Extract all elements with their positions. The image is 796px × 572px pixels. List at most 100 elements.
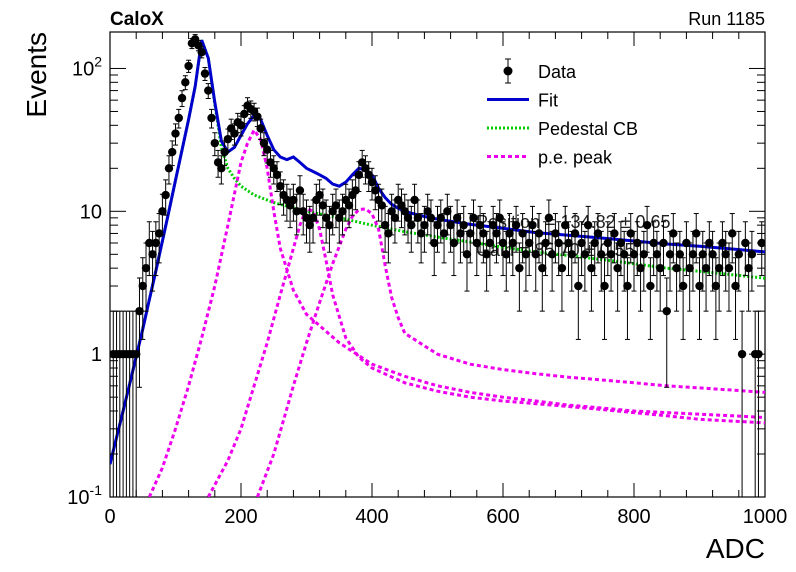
data-point bbox=[498, 221, 508, 277]
data-point bbox=[407, 205, 416, 253]
data-point bbox=[299, 193, 308, 236]
data-point bbox=[583, 205, 593, 253]
data-point bbox=[619, 230, 629, 292]
data-points-layer bbox=[110, 34, 765, 497]
data-point bbox=[426, 199, 436, 244]
data-point bbox=[174, 108, 183, 129]
data-point bbox=[295, 175, 305, 211]
data-point bbox=[705, 221, 714, 277]
y-axis-title: Events bbox=[21, 32, 52, 118]
data-point bbox=[416, 213, 426, 264]
data-point bbox=[184, 59, 193, 73]
data-point bbox=[603, 221, 612, 277]
data-point bbox=[331, 188, 341, 229]
data-point bbox=[669, 213, 678, 264]
data-point bbox=[610, 213, 619, 264]
data-point bbox=[380, 205, 390, 253]
data-point bbox=[220, 140, 229, 167]
legend-entry: Data bbox=[503, 58, 577, 84]
data-point bbox=[616, 221, 626, 277]
data-point bbox=[547, 230, 557, 292]
data-point bbox=[367, 167, 377, 201]
data-point bbox=[488, 205, 498, 253]
data-point bbox=[403, 199, 413, 244]
data-point bbox=[318, 188, 328, 229]
data-point bbox=[544, 199, 554, 244]
data-point bbox=[652, 230, 662, 292]
data-point bbox=[433, 205, 442, 253]
experiment-label: CaloX bbox=[110, 9, 164, 30]
data-point bbox=[570, 213, 580, 264]
data-point bbox=[387, 193, 396, 236]
data-point bbox=[321, 199, 331, 244]
svg-text:Fit: Fit bbox=[538, 91, 558, 111]
data-point bbox=[335, 199, 344, 244]
data-point bbox=[675, 230, 685, 292]
x-axis-title: ADC bbox=[706, 533, 765, 564]
y-axis: 10-1 1 10 102 bbox=[67, 53, 765, 509]
data-point bbox=[430, 221, 439, 277]
data-point bbox=[171, 123, 180, 146]
x-tick-label: 600 bbox=[486, 506, 519, 528]
data-point bbox=[472, 221, 481, 277]
data-point bbox=[138, 257, 147, 340]
data-point bbox=[449, 221, 459, 277]
data-point bbox=[315, 179, 324, 216]
x-tick-label: 400 bbox=[355, 506, 388, 528]
svg-text:p.e. peak: p.e. peak bbox=[538, 148, 613, 168]
data-point bbox=[659, 221, 668, 277]
data-point bbox=[168, 140, 177, 167]
data-point bbox=[302, 199, 311, 244]
x-tick-label: 200 bbox=[224, 506, 257, 528]
data-point bbox=[649, 221, 658, 277]
data-point bbox=[505, 213, 514, 264]
data-point bbox=[197, 46, 206, 59]
data-point bbox=[656, 242, 665, 312]
data-point bbox=[466, 213, 475, 264]
pe-peak-curve-1 bbox=[147, 127, 765, 497]
data-point bbox=[475, 205, 485, 253]
data-point bbox=[708, 230, 717, 292]
data-point bbox=[397, 188, 406, 229]
plot-frame bbox=[109, 31, 766, 498]
x-tick-label: 1000 bbox=[743, 506, 788, 528]
data-point bbox=[145, 221, 154, 277]
data-point bbox=[662, 277, 671, 388]
data-point bbox=[452, 199, 462, 244]
y-tick-label: 102 bbox=[72, 53, 102, 80]
data-point bbox=[325, 205, 334, 253]
data-point bbox=[606, 230, 616, 292]
data-point bbox=[574, 257, 583, 340]
data-point bbox=[151, 221, 161, 277]
x-axis: 0 200 400 600 800 1000 bbox=[104, 32, 787, 528]
data-point bbox=[181, 75, 190, 91]
fit-curve bbox=[110, 39, 765, 465]
data-point bbox=[597, 230, 606, 292]
data-point bbox=[508, 221, 518, 277]
data-point bbox=[371, 175, 380, 211]
data-point bbox=[364, 161, 373, 193]
y-tick-label: 1 bbox=[91, 344, 102, 366]
data-point bbox=[161, 179, 170, 216]
data-point bbox=[240, 105, 249, 125]
data-point bbox=[289, 183, 298, 222]
data-point bbox=[213, 149, 223, 178]
data-point bbox=[305, 205, 314, 253]
legend: Data Fit Pedestal CB p.e. peak bbox=[487, 58, 638, 168]
data-point bbox=[164, 155, 174, 185]
x-tick-label: 0 bbox=[104, 506, 115, 528]
data-point bbox=[567, 230, 576, 292]
data-point bbox=[200, 66, 210, 81]
data-point bbox=[515, 242, 524, 312]
data-point bbox=[600, 257, 609, 340]
data-point bbox=[384, 213, 393, 264]
data-point bbox=[678, 257, 688, 340]
data-point bbox=[747, 230, 757, 292]
data-point bbox=[613, 242, 622, 312]
data-point bbox=[361, 155, 370, 185]
data-point bbox=[217, 155, 226, 185]
pe-peak-curve-3 bbox=[255, 207, 765, 497]
data-point bbox=[623, 257, 632, 340]
data-point bbox=[564, 221, 573, 277]
data-point bbox=[577, 221, 586, 277]
